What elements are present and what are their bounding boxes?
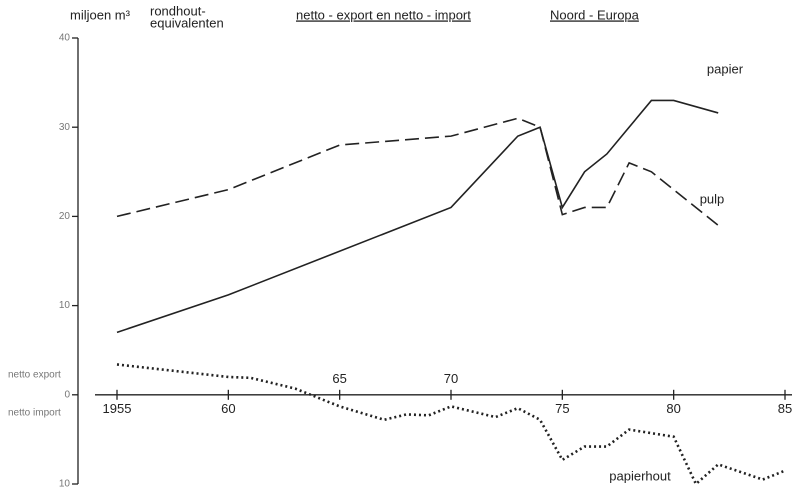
series-label: papierhout [609, 468, 671, 483]
import-label: netto import [8, 408, 61, 419]
x-tick-label: 80 [666, 401, 680, 416]
chart-title: netto - export en netto - import [296, 7, 471, 22]
y-label: miljoen m³ [70, 7, 131, 22]
y-tick-label: 30 [59, 122, 71, 133]
x-tick-label: 85 [778, 401, 792, 416]
x-tick-label: 75 [555, 401, 569, 416]
y-tick-label: 10 [59, 300, 71, 311]
x-tick-label: 60 [221, 401, 235, 416]
line-dotted [116, 363, 786, 487]
line-solid [116, 99, 719, 334]
x-tick-label: 65 [332, 371, 346, 386]
y-label-2: rondhout- [150, 3, 206, 18]
y-tick-label: 10 [59, 479, 71, 490]
y-tick-label: 40 [59, 33, 71, 44]
y-label-3: equivalenten [150, 15, 224, 30]
y-tick-label: 20 [59, 211, 71, 222]
y-tick-label: 0 [64, 389, 70, 400]
x-tick-label: 70 [444, 371, 458, 386]
line-dashed [116, 117, 719, 226]
chart-subtitle: Noord - Europa [550, 7, 640, 22]
series-label: pulp [700, 191, 725, 206]
series-label: papier [707, 61, 744, 76]
export-label: netto export [8, 370, 61, 381]
x-tick-label: 1955 [103, 401, 132, 416]
